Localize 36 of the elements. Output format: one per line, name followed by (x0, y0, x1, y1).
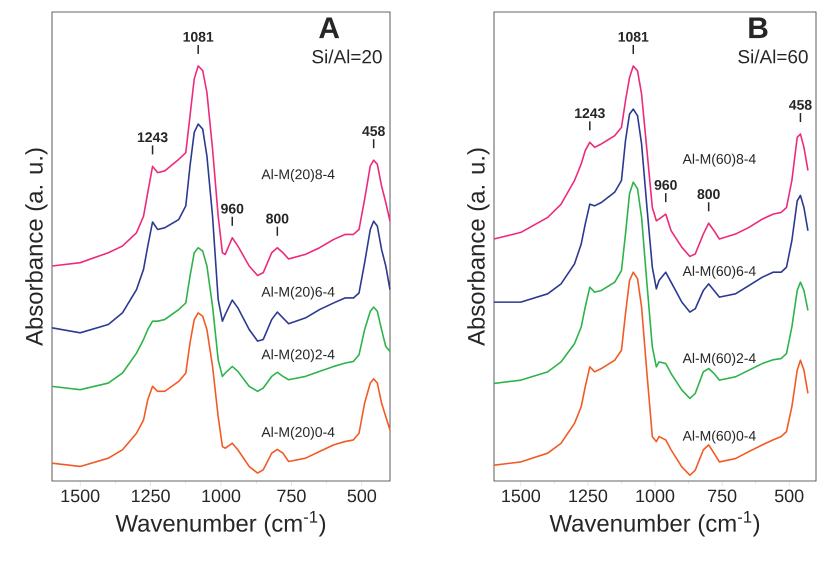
annotation: 458 (362, 126, 385, 136)
x-tick-label: 1250 (132, 490, 170, 502)
series-label: Al-M(20)2-4 (261, 349, 335, 362)
x-tick-label: 1250 (569, 490, 608, 502)
x-tick-label: 1000 (202, 490, 240, 502)
annotation: 960 (221, 204, 244, 214)
annotation: 1243 (138, 132, 168, 142)
annotation: 1243 (575, 108, 605, 118)
x-tick-label: 500 (348, 490, 376, 502)
text: Al-M(60)8-4 (682, 154, 756, 167)
chart-title: A (319, 18, 340, 38)
y-axis-title: Absorbance (a. u.) (467, 148, 490, 346)
x-axis-title: Wavenumber (cm$^{-1}$) (550, 511, 760, 537)
series-label: Al-M(20)6-4 (261, 286, 335, 300)
series-label: Al-M(60)0-4 (682, 430, 756, 444)
annotation: 1081 (184, 32, 214, 42)
x-tick-label: 1500 (502, 490, 540, 502)
x-tick-label: 500 (774, 490, 804, 502)
annotation: 960 (654, 180, 677, 190)
x-tick-label: 1000 (636, 490, 674, 502)
y-axis-title: Absorbance (a. u.) (25, 148, 48, 346)
chart-subtitle: Si/Al=60 (738, 50, 808, 64)
series-label: Al-M(60)6-4 (682, 266, 756, 279)
annotation: 800 (266, 214, 288, 224)
text: Al-M(20)8-4 (261, 169, 335, 182)
series-label: Al-M(20)0-4 (261, 426, 335, 440)
x-tick-label: 1500 (62, 490, 100, 502)
annotation: 800 (697, 189, 720, 200)
series-label: Al-M(60)2-4 (682, 352, 756, 366)
chart-subtitle: Si/Al=20 (312, 50, 382, 64)
annotation: 458 (789, 100, 812, 110)
x-tick-label: 750 (277, 490, 306, 502)
x-tick-label: 750 (708, 490, 736, 502)
annotation: 1081 (618, 32, 648, 42)
x-axis-title: Wavenumber (cm$^{-1}$) (116, 511, 326, 537)
chart-title: B (749, 18, 768, 38)
